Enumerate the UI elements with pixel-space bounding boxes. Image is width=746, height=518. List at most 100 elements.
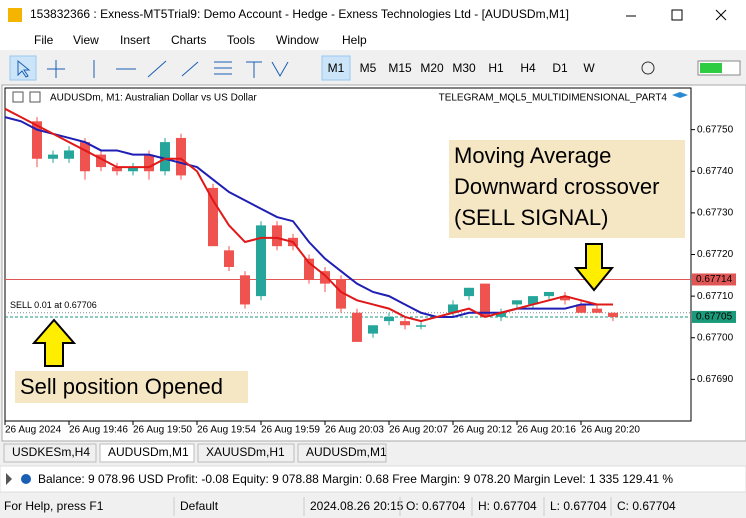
tab[interactable] [297, 443, 387, 463]
y-tick-label: 0.67720 [697, 249, 734, 260]
candle-body [112, 167, 122, 172]
candle-body [272, 225, 282, 247]
menu-item[interactable]: Charts [171, 33, 206, 47]
x-tick-label: 26 Aug 19:54 [197, 425, 256, 436]
candle-body [160, 142, 170, 172]
candle-body [384, 316, 394, 322]
timeframe-button[interactable]: M20 [420, 61, 444, 75]
candle-body [128, 167, 138, 172]
candle-body [352, 312, 362, 342]
expert-label: TELEGRAM_MQL5_MULTIDIMENSIONAL_PART4 [439, 93, 668, 104]
candle-body [320, 271, 330, 284]
maximize-button[interactable] [671, 9, 683, 21]
tab[interactable] [99, 443, 195, 463]
annotation-text: Moving Average [454, 143, 611, 168]
status-bar [0, 495, 746, 518]
tab[interactable] [197, 443, 295, 463]
candle-body [608, 312, 618, 317]
x-tick-label: 26 Aug 2024 [5, 425, 62, 436]
tab[interactable] [3, 443, 97, 463]
timeframe-button[interactable]: H4 [520, 61, 536, 75]
candle-body [304, 258, 314, 280]
candle-body [64, 150, 74, 159]
candle-body [592, 308, 602, 313]
status-item: For Help, press F1 [4, 499, 104, 513]
tab-label[interactable]: AUDUSDm,M1 [306, 445, 387, 459]
candle-body [400, 321, 410, 326]
arrow-up [31, 318, 77, 367]
x-tick-label: 26 Aug 20:03 [325, 425, 384, 436]
menu-item[interactable]: Insert [120, 33, 151, 47]
timeframe-button[interactable]: M30 [452, 61, 476, 75]
price-tag [692, 273, 736, 286]
x-tick-label: 26 Aug 19:50 [133, 425, 192, 436]
candle-body [176, 137, 186, 176]
timeframe-button[interactable]: D1 [552, 61, 568, 75]
candle-body [32, 121, 42, 159]
candle-body [368, 325, 378, 334]
arrow-down [573, 243, 615, 292]
status-item: C: 0.67704 [617, 499, 676, 513]
price-tag-label: 0.67705 [696, 312, 733, 323]
crosshair-tool[interactable] [47, 60, 65, 78]
annotation-text: Downward crossover [454, 174, 659, 199]
menu-item[interactable]: File [34, 33, 54, 47]
candle-body [576, 304, 586, 313]
tab-label[interactable]: XAUUSDm,H1 [206, 445, 285, 459]
candle-body [512, 300, 522, 305]
price-tag-label: 0.67714 [696, 274, 733, 285]
expand-icon[interactable] [6, 473, 12, 485]
candle-body [464, 287, 474, 297]
candle-body [416, 325, 426, 327]
menu-item[interactable]: Window [276, 33, 319, 47]
menu-item[interactable]: Tools [227, 33, 255, 47]
candle-body [336, 279, 346, 309]
chart-icon [12, 91, 24, 103]
x-tick-label: 26 Aug 20:07 [389, 425, 448, 436]
y-tick-label: 0.67710 [697, 291, 734, 302]
account-summary: Balance: 9 078.96 USD Profit: -0.08 Equi… [38, 472, 673, 486]
candle-body [480, 283, 490, 317]
annotation-text: (SELL SIGNAL) [454, 205, 608, 230]
window-title: 153832366 : Exness-MT5Trial9: Demo Accou… [30, 7, 569, 21]
y-tick-label: 0.67740 [697, 166, 734, 177]
timeframe-button[interactable]: W [583, 61, 595, 75]
timeframe-button[interactable]: M5 [360, 61, 377, 75]
sell-line-label: SELL 0.01 at 0.67706 [10, 300, 97, 310]
expert-icon [672, 92, 688, 98]
y-tick-label: 0.67730 [697, 208, 734, 219]
candle-body [560, 296, 570, 301]
account-icon[interactable] [641, 61, 655, 75]
account-bar [0, 465, 746, 493]
signal-level [700, 63, 722, 73]
close-button[interactable] [715, 9, 727, 21]
timeframe-button[interactable]: M15 [388, 61, 412, 75]
cursor-tool[interactable] [9, 55, 37, 81]
x-tick-label: 26 Aug 19:46 [69, 425, 128, 436]
menu-bar [0, 30, 746, 50]
cursor-icon [17, 59, 31, 78]
menu-item[interactable]: View [73, 33, 99, 47]
symbol-label: AUDUSDm, M1: Australian Dollar vs US Dol… [50, 93, 257, 104]
drawing-tools[interactable] [93, 60, 289, 78]
x-tick-label: 26 Aug 20:12 [453, 425, 512, 436]
status-item: H: 0.67704 [478, 499, 537, 513]
status-item: 2024.08.26 20:15 [310, 499, 404, 513]
candle-body [528, 296, 538, 305]
timeframe-button[interactable]: M1 [328, 61, 345, 75]
tab-label[interactable]: USDKESm,H4 [12, 445, 90, 459]
menu-item[interactable]: Help [342, 33, 367, 47]
candle-body [208, 187, 218, 247]
annotation-box [15, 371, 248, 403]
candle-body [224, 250, 234, 267]
tab-label[interactable]: AUDUSDm,M1 [108, 445, 189, 459]
candle-body [80, 142, 90, 172]
status-item: O: 0.67704 [406, 499, 466, 513]
toolbar [0, 51, 746, 83]
candle-body [144, 154, 154, 172]
candle-body [496, 312, 506, 317]
price-tag [692, 310, 736, 323]
timeframe-button[interactable]: H1 [488, 61, 504, 75]
annotation-text: Sell position Opened [20, 374, 223, 399]
